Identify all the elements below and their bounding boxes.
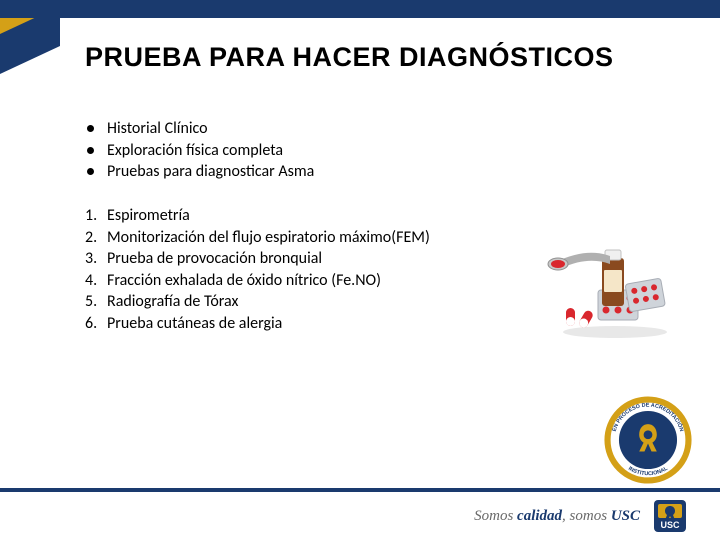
page-title: PRUEBA PARA HACER DIAGNÓSTICOS bbox=[85, 42, 614, 73]
list-item: Fracción exhalada de óxido nítrico (Fe.N… bbox=[85, 270, 430, 292]
accreditation-seal-icon: EN PROCESO DE ACREDITACIÓN INSTITUCIONAL bbox=[604, 396, 692, 484]
slogan-em: USC bbox=[611, 508, 640, 524]
list-item: Historial Clínico bbox=[85, 118, 314, 140]
slogan-text: , somos bbox=[562, 508, 611, 524]
list-item: Radiografía de Tórax bbox=[85, 291, 430, 313]
numbered-list: Espirometría Monitorización del flujo es… bbox=[85, 205, 430, 335]
list-item: Pruebas para diagnosticar Asma bbox=[85, 161, 314, 183]
slogan-em: calidad bbox=[517, 508, 562, 524]
medicine-illustration-icon bbox=[540, 220, 670, 340]
usc-logo-icon: USC bbox=[650, 496, 690, 536]
slogan-text: Somos bbox=[474, 508, 517, 524]
bullet-list: Historial Clínico Exploración física com… bbox=[85, 118, 314, 183]
corner-decoration bbox=[0, 18, 60, 108]
top-bar bbox=[0, 0, 720, 18]
list-item: Prueba cutáneas de alergia bbox=[85, 313, 430, 335]
list-item: Prueba de provocación bronquial bbox=[85, 248, 430, 270]
list-item: Exploración física completa bbox=[85, 140, 314, 162]
footer: Somos calidad, somos USC USC bbox=[474, 492, 690, 540]
list-item: Espirometría bbox=[85, 205, 430, 227]
list-item: Monitorización del flujo espiratorio máx… bbox=[85, 227, 430, 249]
svg-text:USC: USC bbox=[660, 520, 680, 530]
footer-slogan: Somos calidad, somos USC bbox=[474, 508, 640, 525]
